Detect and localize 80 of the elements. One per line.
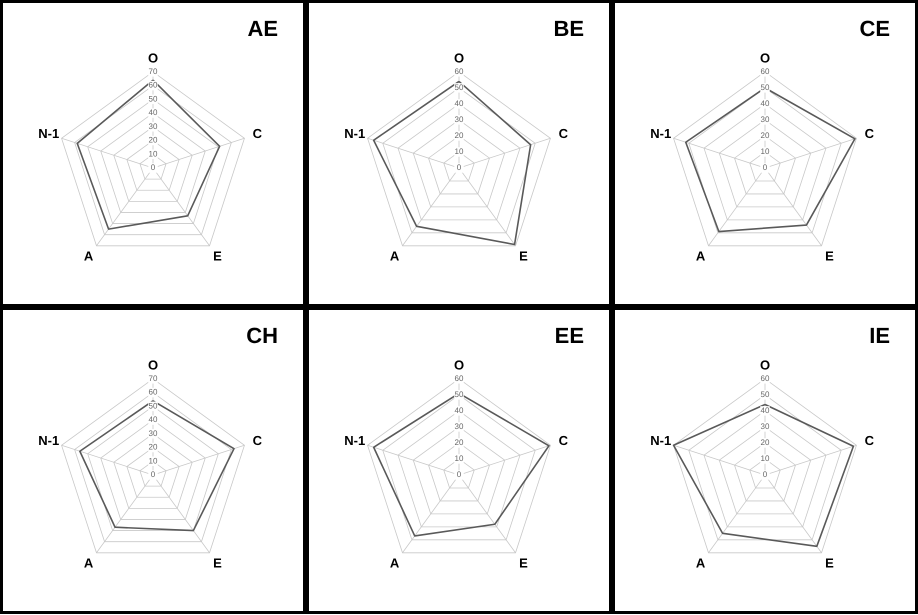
y-tick-label: 60 [760,66,770,76]
y-tick-label: 0 [150,163,156,172]
y-tick-label: 20 [148,136,158,145]
spoke-label: N-1 [650,433,672,448]
y-tick-label: 10 [148,149,158,158]
spoke-label: C [252,433,263,448]
y-tick-label: 10 [454,146,464,156]
chart-title: CE [859,16,890,41]
spoke-label: A [84,556,94,571]
spoke-label: O [760,50,770,66]
spoke-label: E [825,248,834,264]
spoke-label: O [760,357,770,372]
y-tick-label: 40 [760,98,770,108]
y-tick-label: 40 [148,415,158,424]
y-tick-label: 40 [148,108,158,118]
spoke-label: A [696,556,706,571]
y-tick-label: 10 [760,454,770,463]
spoke-label: O [148,50,158,66]
spoke-label: E [519,556,528,571]
spoke-label: A [390,248,400,264]
y-tick-label: 60 [454,374,464,383]
y-tick-label: 40 [454,406,464,415]
y-tick-label: 0 [762,163,768,172]
spoke-label: N-1 [38,126,60,142]
y-tick-label: 50 [760,390,770,399]
y-tick-label: 0 [762,470,768,479]
y-tick-label: 40 [760,406,770,415]
y-tick-label: 30 [454,114,464,124]
chart-title: CH [246,323,278,348]
y-tick-label: 60 [454,66,464,76]
spoke-label: C [252,126,263,142]
chart-title: IE [869,323,890,348]
spoke-label: O [454,50,464,66]
y-tick-label: 60 [760,374,770,383]
y-tick-label: 20 [148,442,158,452]
y-tick-label: 0 [456,470,462,479]
spoke-label: A [696,248,706,264]
spoke-label: C [864,126,875,142]
spoke-label: C [558,126,569,142]
y-tick-label: 10 [760,146,770,156]
chart-title: EE [554,323,584,348]
spoke-label: N-1 [650,126,672,142]
y-tick-label: 60 [148,388,158,397]
spoke-label: N-1 [344,126,366,142]
spoke-label: A [84,248,94,264]
spoke-label: O [454,357,464,372]
y-tick-label: 60 [148,80,158,90]
y-tick-label: 70 [148,374,158,383]
y-tick-label: 0 [456,163,462,172]
y-tick-label: 30 [148,428,158,438]
y-tick-label: 10 [454,454,464,463]
y-tick-label: 30 [148,122,158,131]
spoke-label: E [519,248,528,264]
spoke-label: C [864,433,875,448]
y-tick-label: 20 [760,438,770,447]
y-tick-label: 50 [454,82,464,92]
y-tick-label: 0 [150,470,156,479]
y-tick-label: 40 [454,98,464,108]
spoke-label: A [390,556,400,571]
spoke-label: E [213,556,222,571]
chart-title: AE [247,16,278,41]
y-tick-label: 50 [148,94,158,104]
chart-title: BE [553,16,584,41]
spoke-label: C [558,433,569,448]
y-tick-label: 50 [760,82,770,92]
spoke-label: N-1 [38,433,60,448]
y-tick-label: 70 [148,66,158,76]
y-tick-label: 30 [760,114,770,124]
y-tick-label: 50 [148,401,158,410]
y-tick-label: 30 [760,422,770,431]
y-tick-label: 20 [760,130,770,140]
y-tick-label: 30 [454,422,464,431]
y-tick-label: 10 [148,456,158,466]
spoke-label: E [213,248,222,264]
spoke-label: N-1 [344,433,366,448]
spoke-label: O [148,357,158,372]
y-tick-label: 20 [454,438,464,447]
y-tick-label: 20 [454,130,464,140]
spoke-label: E [825,556,834,571]
y-tick-label: 50 [454,390,464,399]
